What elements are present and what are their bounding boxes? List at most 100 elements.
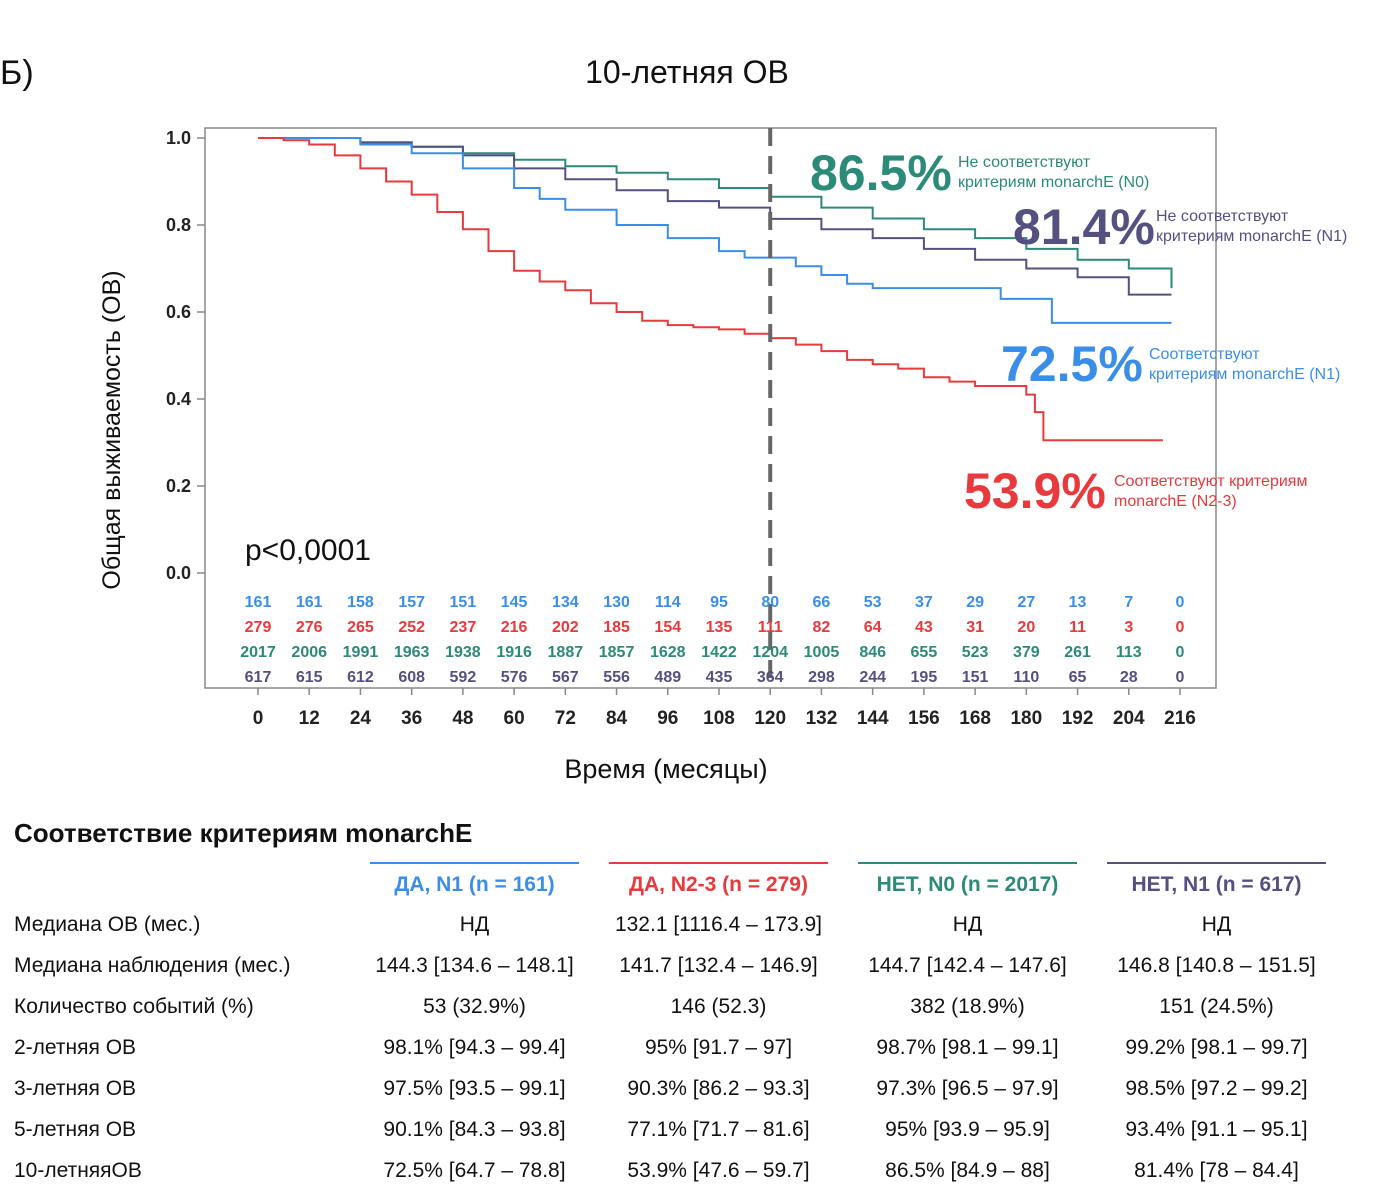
at-risk-n1_no: 617 — [245, 669, 272, 686]
x-axis-label: Время (месяцы) — [564, 754, 767, 784]
x-tick-label: 120 — [754, 708, 786, 729]
column-header: НЕТ, N1 (n = 617) — [1107, 862, 1326, 904]
column-gap — [828, 1027, 858, 1068]
x-tick-label: 132 — [806, 708, 838, 729]
at-risk-n0: 1422 — [701, 644, 737, 661]
row-label: Медиана наблюдения (мес.) — [14, 953, 291, 977]
x-tick-label: 24 — [350, 708, 372, 729]
column-gap — [579, 986, 609, 1027]
column-gap — [579, 1109, 609, 1150]
survival-caption-n1_no: Не соответствуют — [1156, 208, 1289, 225]
at-risk-n1_no: 576 — [501, 669, 528, 686]
table-row: Медиана ОВ (мес.) НД 132.1 [1116.4 – 173.9… — [8, 904, 1326, 945]
at-risk-n23: 11 — [1069, 619, 1086, 636]
table-cell: 97.3% [96.5 – 97.9] — [876, 1076, 1059, 1100]
row-label: 5-летняя ОВ — [14, 1117, 137, 1141]
column-gap — [579, 863, 609, 904]
at-risk-n23: 43 — [915, 619, 933, 636]
column-gap — [828, 986, 858, 1027]
at-risk-n0: 379 — [1013, 644, 1040, 661]
column-gap — [828, 945, 858, 986]
table-cell: 95% [93.9 – 95.9] — [885, 1117, 1050, 1141]
at-risk-n0: 0 — [1176, 644, 1185, 661]
at-risk-n1_no: 195 — [911, 669, 938, 686]
table-row: 5-летняя ОВ 90.1% [84.3 – 93.8] 77.1% [71.… — [8, 1109, 1326, 1150]
table-row: 3-летняя ОВ 97.5% [93.5 – 99.1] 90.3% [86.… — [8, 1068, 1326, 1109]
at-risk-n23: 237 — [450, 619, 477, 636]
table-cell: 132.1 [1116.4 – 173.9] — [614, 912, 823, 936]
km-curve-n23 — [258, 137, 1163, 442]
at-risk-n0: 1005 — [804, 644, 840, 661]
table-cell: 86.5% [84.9 – 88] — [885, 1158, 1050, 1182]
column-gap — [1077, 945, 1107, 986]
table-cell: 98.7% [98.1 – 99.1] — [876, 1035, 1059, 1059]
at-risk-n1_no: 298 — [808, 669, 835, 686]
table-cell: 90.3% [86.2 – 93.3] — [627, 1076, 810, 1100]
table-row: 2-летняя ОВ 98.1% [94.3 – 99.4] 95% [91.7 … — [8, 1027, 1326, 1068]
at-risk-n1_no: 556 — [603, 669, 630, 686]
table-row: 10-летняяОВ 72.5% [64.7 – 78.8] 53.9% [47.… — [8, 1150, 1326, 1191]
at-risk-n0: 655 — [911, 644, 938, 661]
column-gap — [1077, 1068, 1107, 1109]
at-risk-n1_no: 567 — [552, 669, 579, 686]
at-risk-n1_no: 608 — [398, 669, 425, 686]
x-tick-label: 108 — [703, 708, 735, 729]
km-curve-n1_yes — [258, 137, 1172, 324]
survival-label-n23: 53.9% — [964, 463, 1106, 519]
at-risk-n0: 2006 — [291, 644, 327, 661]
at-risk-n0: 1857 — [599, 644, 635, 661]
table-row: Медиана наблюдения (мес.) 144.3 [134.6 – … — [8, 945, 1326, 986]
survival-caption-n23: monarchE (N2-3) — [1114, 493, 1237, 510]
at-risk-n1_no: 110 — [1013, 669, 1039, 686]
column-gap — [828, 863, 858, 904]
x-tick-label: 144 — [857, 708, 889, 729]
at-risk-n1_no: 244 — [859, 669, 886, 686]
header-blank — [8, 863, 370, 904]
column-gap — [828, 1068, 858, 1109]
x-tick-label: 0 — [253, 708, 264, 729]
table-cell: 146 (52.3) — [670, 994, 767, 1018]
survival-label-n0: 86.5% — [810, 145, 952, 201]
at-risk-n1_yes: 7 — [1124, 594, 1133, 611]
column-gap — [579, 1150, 609, 1191]
at-risk-n23: 31 — [966, 619, 984, 636]
at-risk-n1_yes: 13 — [1069, 594, 1087, 611]
column-header: ДА, N2-3 (n = 279) — [609, 862, 828, 904]
y-tick-label: 0.8 — [166, 215, 191, 235]
y-axis-label: Общая выживаемость (ОВ) — [98, 270, 126, 589]
row-label: Медиана ОВ (мес.) — [14, 912, 201, 936]
at-risk-n0: 113 — [1116, 644, 1142, 661]
table-cell: 141.7 [132.4 – 146.9] — [619, 953, 818, 977]
at-risk-n0: 523 — [962, 644, 989, 661]
table-cell: 53.9% [47.6 – 59.7] — [627, 1158, 810, 1182]
table-header-row: ДА, N1 (n = 161) ДА, N2-3 (n = 279) НЕТ, N… — [8, 862, 1326, 904]
table-cell: 144.7 [142.4 – 147.6] — [868, 953, 1067, 977]
column-gap — [579, 945, 609, 986]
at-risk-n1_yes: 145 — [501, 594, 528, 611]
at-risk-n1_no: 65 — [1069, 669, 1087, 686]
at-risk-n1_yes: 158 — [347, 594, 374, 611]
y-tick-label: 0.2 — [166, 476, 191, 496]
at-risk-n1_yes: 161 — [296, 594, 323, 611]
survival-caption-n1_yes: критериям monarchE (N1) — [1149, 366, 1340, 383]
at-risk-n1_yes: 37 — [915, 594, 933, 611]
at-risk-n1_yes: 114 — [655, 594, 681, 611]
table-cell: 97.5% [93.5 – 99.1] — [383, 1076, 566, 1100]
at-risk-n0: 1938 — [445, 644, 481, 661]
at-risk-n0: 2017 — [240, 644, 276, 661]
at-risk-n0: 1887 — [548, 644, 584, 661]
at-risk-n1_yes: 130 — [603, 594, 630, 611]
at-risk-n23: 111 — [758, 619, 783, 636]
survival-label-n1_no: 81.4% — [1013, 199, 1155, 255]
row-label: 3-летняя ОВ — [14, 1076, 137, 1100]
at-risk-n0: 1963 — [394, 644, 430, 661]
at-risk-n23: 279 — [245, 619, 272, 636]
column-gap — [579, 1068, 609, 1109]
x-tick-label: 96 — [657, 708, 678, 729]
chart-title: 10-летняя ОВ — [585, 54, 789, 90]
at-risk-n23: 216 — [501, 619, 528, 636]
at-risk-n1_yes: 161 — [245, 594, 272, 611]
p-value: p<0,0001 — [245, 534, 371, 567]
at-risk-n1_yes: 27 — [1017, 594, 1035, 611]
at-risk-n23: 20 — [1017, 619, 1035, 636]
